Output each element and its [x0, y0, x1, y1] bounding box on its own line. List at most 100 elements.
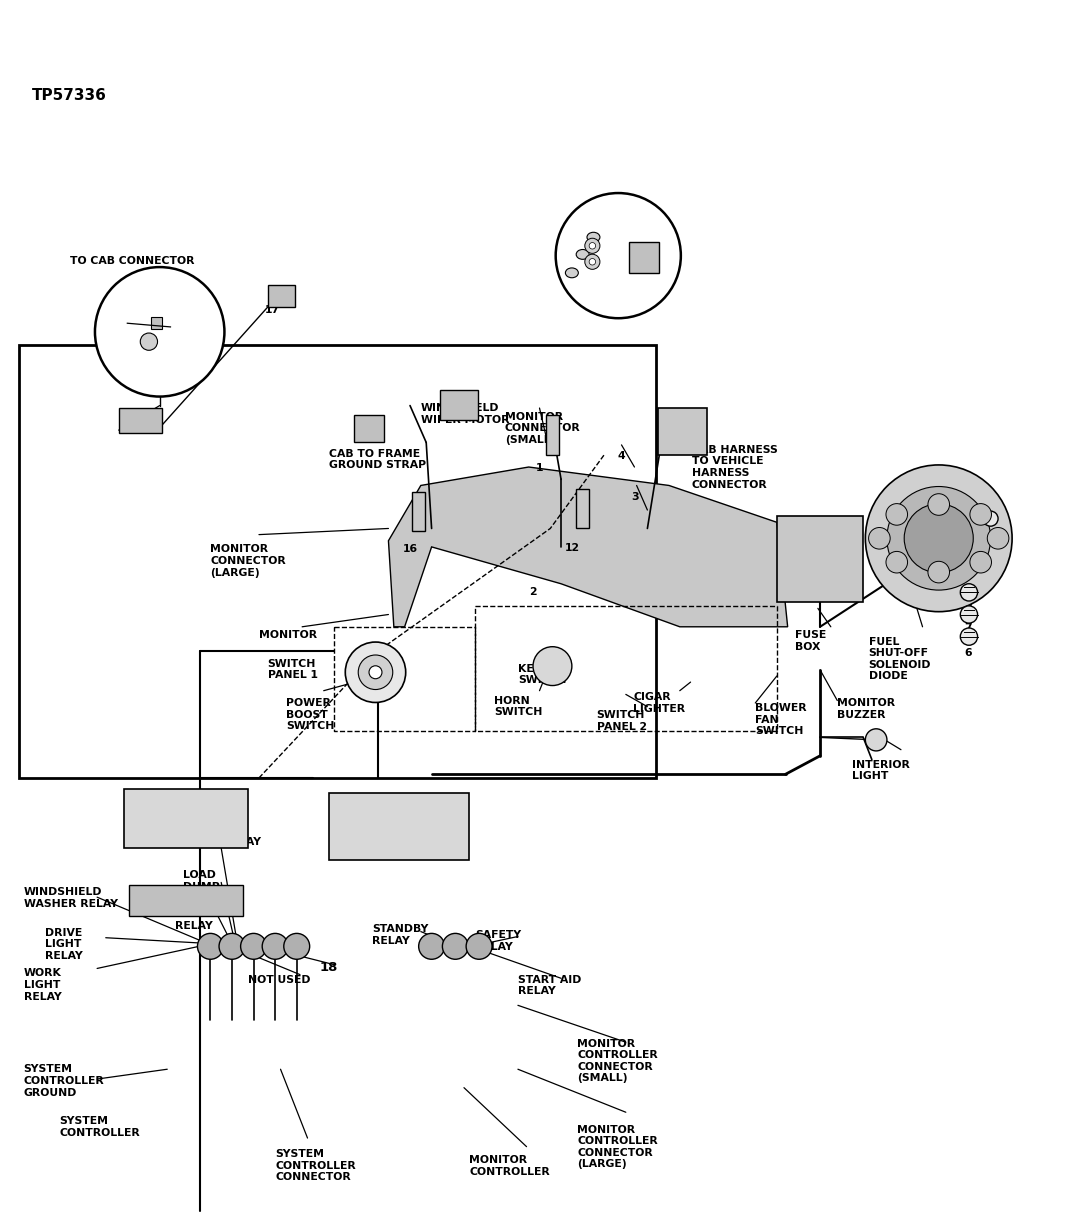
Circle shape — [140, 333, 158, 350]
Text: WORK
LIGHT
RELAY: WORK LIGHT RELAY — [24, 968, 62, 1002]
Text: WINDSHIELD
WASHER RELAY: WINDSHIELD WASHER RELAY — [24, 887, 118, 909]
Text: SYSTEM
CONTROLLER
GROUND: SYSTEM CONTROLLER GROUND — [24, 1064, 105, 1097]
Text: 1: 1 — [536, 463, 544, 473]
FancyBboxPatch shape — [129, 885, 243, 916]
Ellipse shape — [565, 268, 578, 278]
Text: SYSTEM
CONTROLLER
CONNECTOR: SYSTEM CONTROLLER CONNECTOR — [275, 1149, 356, 1182]
Circle shape — [262, 933, 288, 960]
FancyBboxPatch shape — [658, 408, 707, 455]
Circle shape — [585, 238, 600, 253]
Text: 14: 14 — [176, 324, 191, 334]
Text: WINDSHIELD
WASHER RELAY: WINDSHIELD WASHER RELAY — [167, 826, 261, 848]
FancyBboxPatch shape — [576, 489, 589, 528]
Circle shape — [95, 267, 224, 397]
Text: 18: 18 — [319, 961, 338, 975]
Text: WINDSHIELD
WIPER MOTOR: WINDSHIELD WIPER MOTOR — [421, 403, 509, 425]
Circle shape — [358, 655, 393, 689]
Circle shape — [928, 562, 950, 583]
Text: CAB HARNESS
TO VEHICLE
HARNESS
CONNECTOR: CAB HARNESS TO VEHICLE HARNESS CONNECTOR — [692, 445, 777, 489]
Circle shape — [197, 933, 223, 960]
Circle shape — [585, 254, 600, 269]
Circle shape — [987, 527, 1009, 549]
Text: START AID
RELAY: START AID RELAY — [518, 975, 582, 997]
Circle shape — [983, 511, 998, 526]
Ellipse shape — [576, 249, 589, 259]
Text: MONITOR
CONNECTOR
(LARGE): MONITOR CONNECTOR (LARGE) — [210, 544, 286, 578]
Text: HORN
RELAY: HORN RELAY — [175, 909, 213, 932]
Text: SWITCH
PANEL 2: SWITCH PANEL 2 — [597, 710, 646, 732]
Text: MONITOR
CONTROLLER
CONNECTOR
(LARGE): MONITOR CONTROLLER CONNECTOR (LARGE) — [577, 1125, 658, 1169]
Text: 8: 8 — [965, 599, 972, 608]
Polygon shape — [388, 467, 788, 627]
Text: MONITOR
CONNECTOR
(SMALL): MONITOR CONNECTOR (SMALL) — [505, 412, 581, 445]
Circle shape — [970, 552, 992, 573]
Text: HORN
SWITCH: HORN SWITCH — [494, 696, 543, 718]
Text: 3: 3 — [631, 492, 639, 501]
Circle shape — [887, 487, 991, 590]
Text: NOT USED: NOT USED — [248, 975, 311, 984]
Circle shape — [944, 549, 959, 564]
Text: 5: 5 — [991, 526, 998, 536]
Circle shape — [928, 494, 950, 515]
Text: 13: 13 — [121, 340, 136, 350]
Circle shape — [241, 933, 267, 960]
Polygon shape — [19, 345, 656, 778]
Text: BLOWER
FAN MOTOR: BLOWER FAN MOTOR — [885, 501, 957, 524]
Text: 6: 6 — [564, 273, 572, 283]
Text: STANDBY
RELAY: STANDBY RELAY — [372, 924, 428, 946]
Text: MONITOR
BUZZER: MONITOR BUZZER — [837, 698, 896, 720]
Text: 16: 16 — [402, 544, 418, 554]
Circle shape — [865, 465, 1012, 612]
Circle shape — [419, 933, 445, 960]
Text: 4: 4 — [617, 451, 625, 461]
Text: 10: 10 — [917, 526, 932, 536]
Circle shape — [920, 511, 935, 526]
Ellipse shape — [865, 729, 887, 751]
Text: 2: 2 — [529, 587, 536, 597]
FancyBboxPatch shape — [777, 516, 863, 602]
Text: 12: 12 — [564, 543, 579, 553]
Ellipse shape — [587, 232, 600, 242]
Text: 6: 6 — [965, 648, 972, 658]
Text: INTERIOR
LIGHT: INTERIOR LIGHT — [852, 760, 911, 782]
Circle shape — [345, 642, 406, 703]
Text: LOAD
DUMP
RELAY: LOAD DUMP RELAY — [183, 870, 221, 903]
Text: TP57336: TP57336 — [32, 88, 107, 103]
Circle shape — [589, 242, 596, 249]
FancyBboxPatch shape — [629, 242, 659, 273]
Text: 7: 7 — [582, 254, 589, 264]
FancyBboxPatch shape — [546, 415, 559, 455]
Text: MONITOR
CONTROLLER
CONNECTOR
(SMALL): MONITOR CONTROLLER CONNECTOR (SMALL) — [577, 1039, 658, 1083]
Text: DRIVE
LIGHT
RELAY: DRIVE LIGHT RELAY — [45, 928, 83, 961]
FancyBboxPatch shape — [329, 793, 469, 860]
Circle shape — [533, 646, 572, 686]
Circle shape — [970, 504, 992, 525]
Circle shape — [442, 933, 468, 960]
Text: SYSTEM
CONTROLLER: SYSTEM CONTROLLER — [59, 1116, 140, 1138]
FancyBboxPatch shape — [440, 390, 478, 420]
Circle shape — [284, 933, 310, 960]
Circle shape — [960, 584, 978, 601]
Circle shape — [960, 606, 978, 623]
Text: MONITOR
CONTROLLER: MONITOR CONTROLLER — [469, 1155, 550, 1177]
FancyBboxPatch shape — [119, 408, 162, 433]
Text: CAB TO FRAME
GROUND STRAP: CAB TO FRAME GROUND STRAP — [329, 449, 426, 471]
Circle shape — [904, 504, 973, 573]
Circle shape — [369, 666, 382, 678]
Text: 8: 8 — [597, 237, 604, 247]
Text: MONITOR: MONITOR — [259, 630, 317, 640]
Text: BLOWER
FAN
SWITCH: BLOWER FAN SWITCH — [755, 703, 807, 736]
Text: 9: 9 — [655, 256, 663, 265]
Circle shape — [886, 552, 907, 573]
Circle shape — [960, 628, 978, 645]
Text: 15: 15 — [941, 565, 956, 575]
Circle shape — [886, 504, 907, 525]
Text: KEY
SWITCH: KEY SWITCH — [518, 664, 566, 686]
Text: FUEL
SHUT-OFF
SOLENOID
DIODE: FUEL SHUT-OFF SOLENOID DIODE — [869, 637, 931, 681]
FancyBboxPatch shape — [354, 415, 384, 442]
Circle shape — [556, 193, 681, 318]
Text: TO CAB CONNECTOR: TO CAB CONNECTOR — [70, 256, 194, 265]
FancyBboxPatch shape — [268, 285, 295, 307]
Text: 17: 17 — [264, 305, 279, 315]
Circle shape — [466, 933, 492, 960]
